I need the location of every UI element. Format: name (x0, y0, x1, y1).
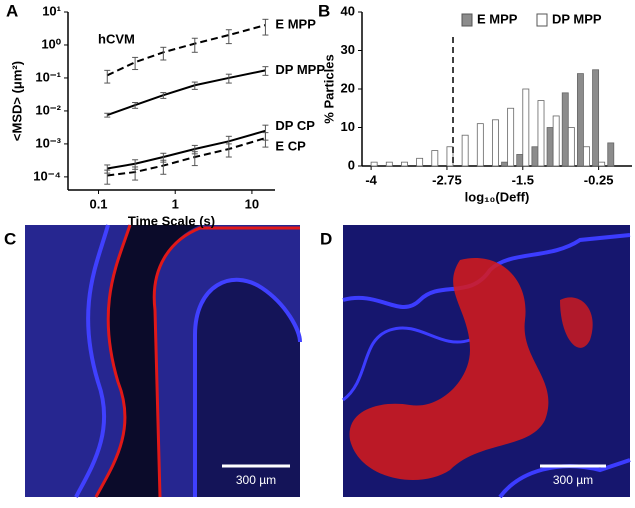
tissue-fold (498, 458, 631, 499)
micrograph-c: 300 µm (25, 224, 302, 498)
bar (416, 157, 424, 167)
bar (370, 161, 378, 167)
y-tick-label: 30 (341, 42, 355, 57)
legend-swatch (536, 13, 548, 27)
series-line (106, 24, 266, 77)
tissue-fold (342, 326, 471, 402)
y-tick-label: 0 (348, 157, 355, 172)
panel-label: C (4, 229, 16, 248)
x-axis-title: log₁₀(Deff) (465, 189, 530, 204)
panel-label: B (318, 1, 330, 20)
bar (561, 92, 569, 167)
x-tick-label: -2.75 (432, 172, 462, 187)
bar (567, 127, 575, 167)
x-tick-label: -1.5 (512, 172, 534, 187)
particle-signal (349, 258, 549, 480)
bar (401, 161, 408, 167)
legend-swatch (461, 13, 473, 27)
x-tick-label: -0.25 (584, 172, 614, 187)
bar (516, 154, 524, 167)
y-tick-label: 10⁰ (41, 36, 61, 51)
x-tick-label: 1 (172, 196, 179, 211)
bar (461, 134, 469, 167)
bar (598, 161, 606, 167)
panel-label: D (320, 229, 332, 248)
series-line (107, 137, 266, 177)
panel-label: A (6, 1, 18, 20)
bar (552, 115, 560, 167)
y-tick-label: 10⁻² (35, 102, 61, 117)
y-tick-label: 10 (341, 119, 355, 134)
micrograph-d: 300 µm (342, 225, 631, 499)
bar (546, 127, 554, 167)
tissue-edge (74, 224, 110, 498)
series-label: E MPP (275, 17, 316, 32)
x-tick-label: 0.1 (89, 196, 107, 211)
y-tick-label: 10⁻⁴ (33, 168, 61, 183)
bar (501, 161, 509, 167)
bar (537, 100, 545, 167)
bar (385, 161, 393, 167)
bar (431, 150, 439, 167)
bar (507, 107, 515, 167)
bar (476, 123, 484, 167)
bar (531, 146, 539, 167)
y-tick-label: 10⁻³ (35, 135, 61, 150)
scale-bar-label: 300 µm (236, 473, 276, 487)
bar (576, 73, 584, 167)
y-tick-label: 10¹ (42, 3, 61, 18)
y-axis-title: % Particles (321, 54, 336, 123)
y-axis-title: <MSD> (μm²) (9, 61, 24, 141)
bar (583, 146, 590, 167)
bar (592, 69, 600, 167)
y-tick-label: 20 (341, 80, 355, 95)
x-tick-label: -4 (365, 172, 377, 187)
bar (522, 88, 530, 167)
y-tick-label: 40 (341, 3, 355, 18)
mucus-edge (152, 226, 300, 498)
legend-label: DP MPP (552, 11, 602, 26)
mucus-edge (94, 224, 132, 498)
legend-label: E MPP (477, 11, 518, 26)
bar (492, 119, 499, 167)
particle-signal (560, 297, 593, 348)
y-tick-label: 10⁻¹ (35, 69, 61, 84)
bar (607, 142, 615, 167)
x-axis-title: Time Scale (s) (128, 213, 215, 228)
series-label: DP MPP (275, 62, 325, 77)
bar (446, 146, 454, 167)
scale-bar-label: 300 µm (553, 473, 593, 487)
series-line (106, 69, 266, 116)
x-tick-label: 10 (245, 196, 259, 211)
tissue-interior (195, 279, 300, 497)
annotation: hCVM (98, 31, 135, 46)
tissue-edge (193, 277, 302, 497)
series-label: E CP (275, 139, 306, 154)
series-line (107, 129, 266, 170)
series-label: DP CP (275, 118, 315, 133)
